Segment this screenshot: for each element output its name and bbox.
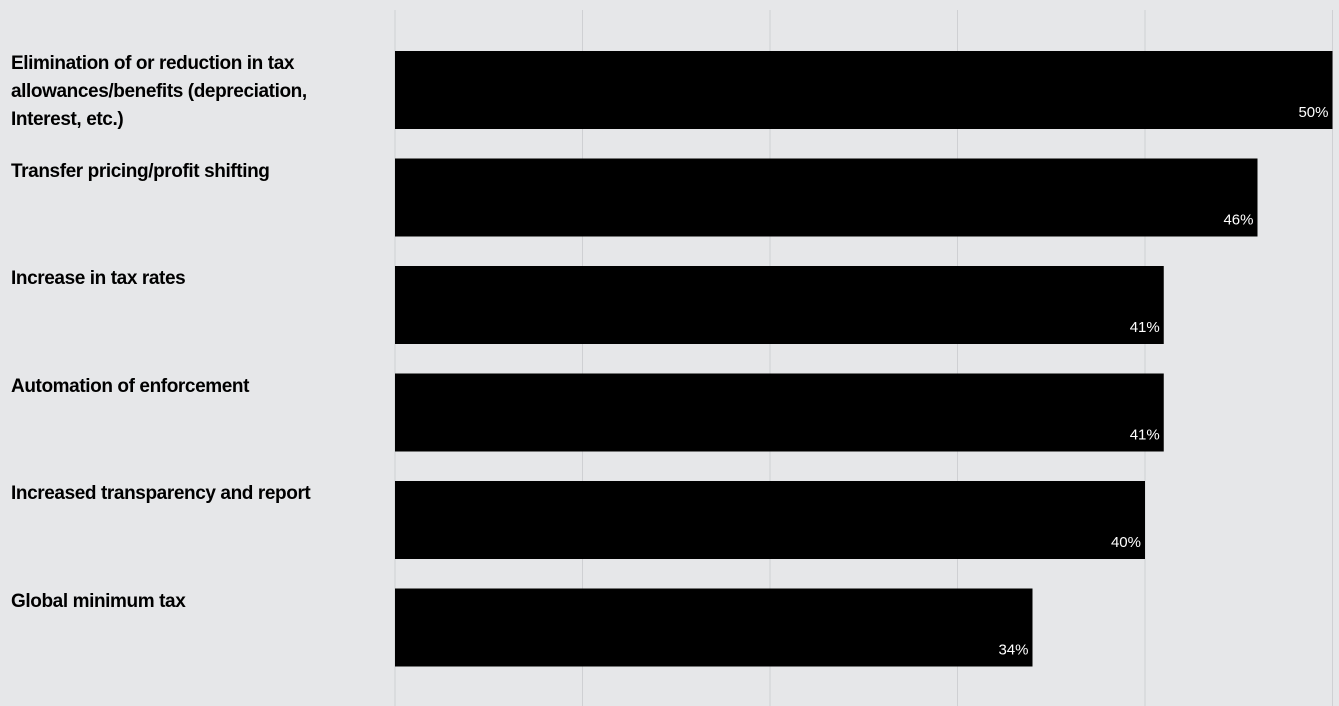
category-label: Elimination of or reduction in tax allow… [11,53,307,130]
bar [395,158,1258,237]
bars [395,51,1333,667]
value-label: 40% [1111,534,1141,551]
category-label: Global minimum tax [11,590,186,612]
bar [395,373,1164,452]
category-label: Automation of enforcement [11,375,250,397]
value-label: 41% [1130,427,1160,444]
category-label: Increased transparency and report [11,483,311,504]
bar [395,51,1333,129]
value-label: 34% [998,642,1028,659]
value-labels: 50% 46% 41% 41% 40% 34% [998,104,1328,659]
bar [395,588,1033,667]
category-label: Increase in tax rates [11,268,186,289]
category-label: Transfer pricing/profit shifting [11,160,270,182]
value-label: 46% [1223,212,1253,229]
value-label: 50% [1298,104,1328,121]
bar [395,481,1145,559]
bar [395,266,1164,344]
value-label: 41% [1130,319,1160,336]
